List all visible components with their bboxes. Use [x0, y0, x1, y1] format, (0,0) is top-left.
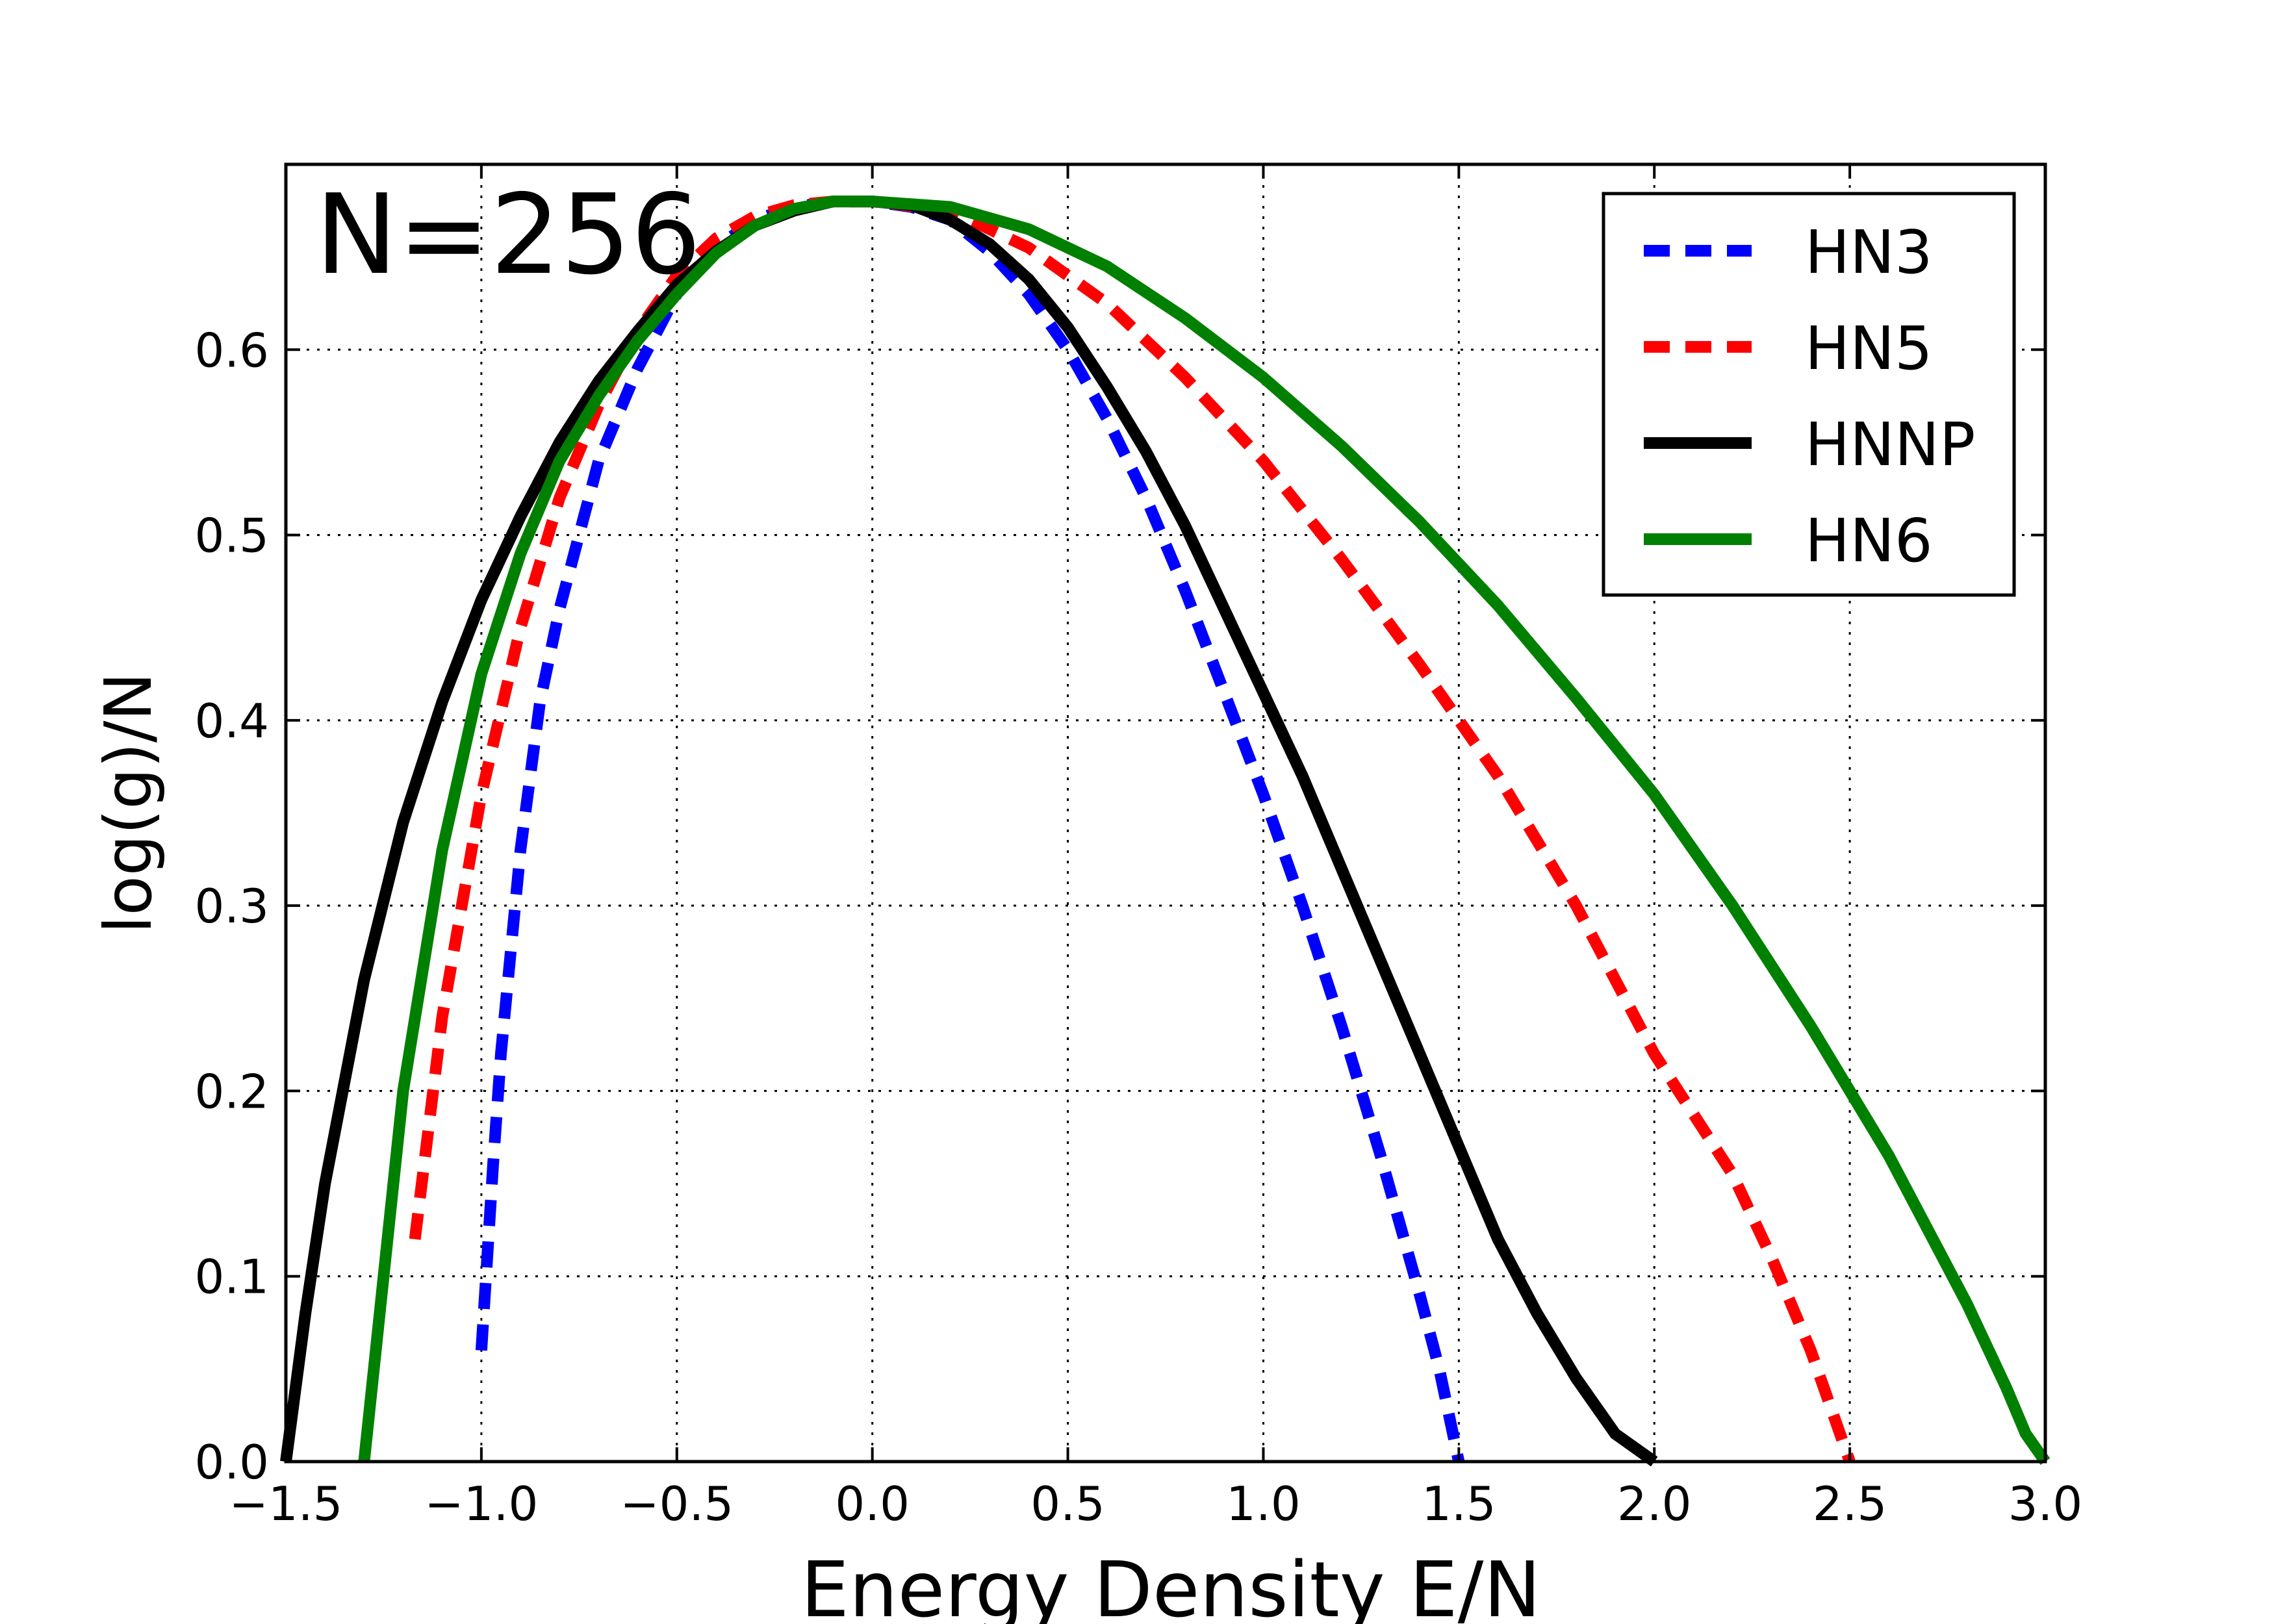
legend-label: HNNP [1805, 410, 1975, 479]
x-tick-label: −0.5 [620, 1477, 734, 1531]
x-tick-label: −1.5 [229, 1477, 343, 1531]
plot-frame [284, 162, 2047, 1464]
x-tick-label: 2.5 [1813, 1477, 1887, 1531]
x-axis-title: Energy Density E/N [800, 1545, 1540, 1624]
series-line-hn6 [358, 196, 2050, 1465]
legend-box [1602, 192, 2016, 597]
y-tick-label: 0.4 [194, 694, 269, 748]
y-tick-label: 0.2 [194, 1064, 269, 1119]
y-tick-label: 0.3 [194, 879, 269, 933]
series-line-hnnp [280, 196, 1658, 1467]
legend-label: HN6 [1805, 506, 1933, 576]
legend: HN3 HN5 HNNP HN6 [1602, 192, 2016, 597]
ticks: −1.5 −1.0 −0.5 0.0 0.5 1.0 1.5 2.0 2.5 3.0 0.0 0.1 0… [194, 164, 2082, 1531]
legend-label: HN5 [1805, 314, 1933, 383]
series-line-hn5 [409, 196, 1856, 1464]
y-tick-label: 0.0 [194, 1435, 269, 1490]
x-tick-label: −1.0 [424, 1477, 538, 1531]
legend-label: HN3 [1805, 218, 1933, 287]
x-tick-label: 0.0 [835, 1477, 910, 1531]
x-tick-label: 1.5 [1422, 1477, 1496, 1531]
y-axis-title: log(g)/N [90, 672, 166, 933]
y-tick-label: 0.6 [194, 323, 269, 377]
x-tick-label: 0.5 [1030, 1477, 1105, 1531]
series-layer [280, 196, 2050, 1467]
y-tick-label: 0.1 [194, 1250, 269, 1304]
x-tick-label: 2.0 [1617, 1477, 1692, 1531]
chart-annotation: N=256 [315, 171, 701, 299]
x-tick-label: 1.0 [1226, 1477, 1301, 1531]
y-tick-label: 0.5 [194, 509, 269, 563]
x-tick-label: 3.0 [2008, 1477, 2083, 1531]
